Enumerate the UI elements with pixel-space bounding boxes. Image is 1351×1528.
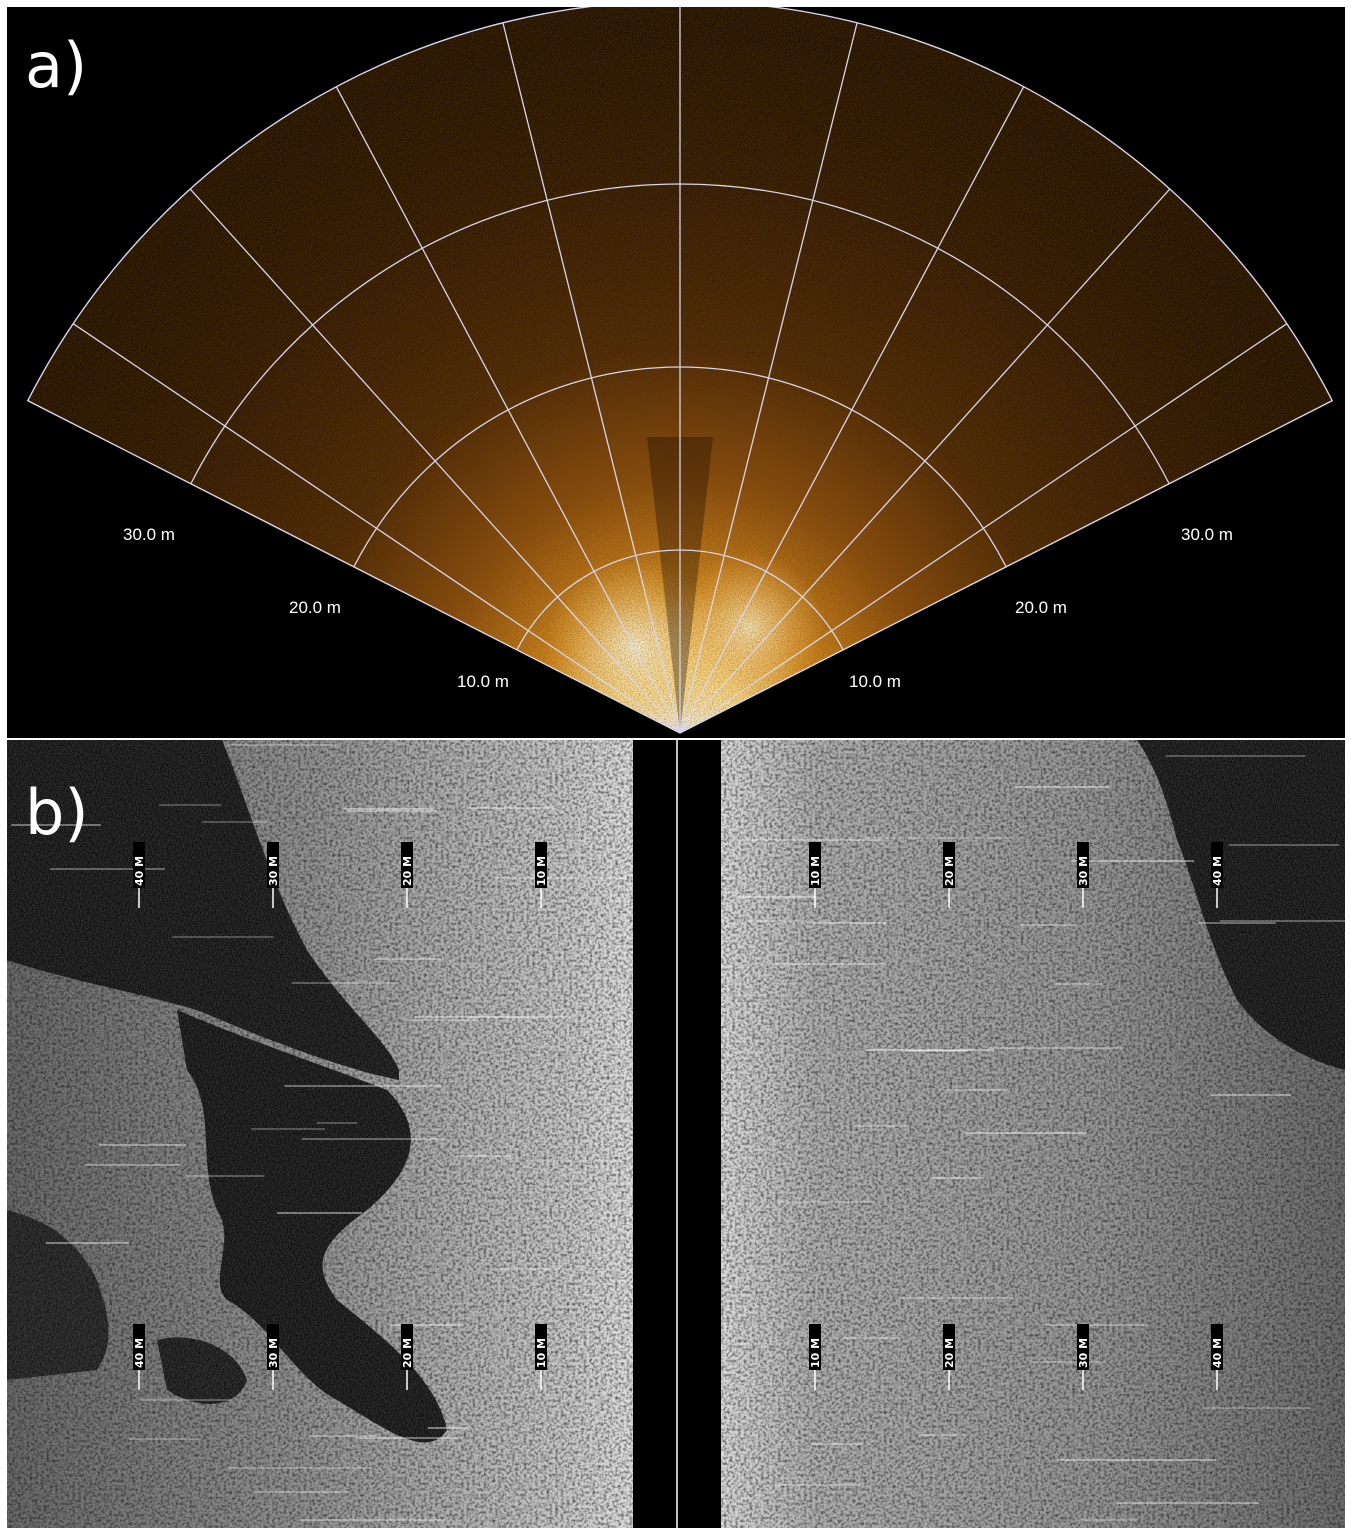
panel-label-b: b) [25,776,89,849]
port-side-image [7,740,633,1528]
range-marker-label: 40 M [133,856,146,886]
bearing-line [679,86,1025,734]
range-marker-label: 10 M [809,1338,822,1368]
range-marker-label: 20 M [943,856,956,886]
scan-line-artifacts [11,744,1345,1521]
range-bearing-grid [26,7,1334,734]
side-scan-panel: 10 M 20 M 30 M 40 M 10 M 20 M 30 M 40 M 10 M 20 M… [7,740,1345,1528]
range-label-r: 20.0 m [1015,598,1067,617]
range-marker: 10 M [535,842,548,908]
bearing-line [335,86,681,734]
range-label-r: 30.0 m [1181,525,1233,544]
range-marker: 30 M [1077,842,1090,908]
range-marker: 20 M [401,842,414,908]
range-marker-label: 10 M [535,1338,548,1368]
range-marker-label: 30 M [1077,1338,1090,1368]
range-marker-label: 30 M [267,856,280,886]
range-marker: 40 M [133,1324,146,1390]
range-marker-label: 30 M [267,1338,280,1368]
range-marker: 40 M [133,842,146,908]
sonar-fan-panel: 10.0 m 10.0 m 20.0 m 20.0 m 30.0 m 30.0 m a) [7,7,1345,738]
range-label-l: 20.0 m [289,598,341,617]
range-marker: 10 M [809,1324,822,1390]
range-marker: 30 M [267,842,280,908]
range-marker: 10 M [809,842,822,908]
range-label-r: 10.0 m [849,672,901,691]
panel-label-a: a) [25,29,88,102]
range-marker-label: 40 M [1211,856,1224,886]
range-marker: 30 M [1077,1324,1090,1390]
bearing-line [72,323,681,734]
fan-outline [26,7,1334,734]
bearing-line [679,188,1171,734]
range-marker: 20 M [401,1324,414,1390]
range-marker-label: 10 M [535,856,548,886]
bearing-line [679,22,858,734]
range-marker-label: 40 M [1211,1338,1224,1368]
range-label-l: 30.0 m [123,525,175,544]
range-marker: 20 M [943,1324,956,1390]
sonar-fan-image: 10.0 m 10.0 m 20.0 m 20.0 m 30.0 m 30.0 m [26,7,1334,734]
range-marker-label: 40 M [133,1338,146,1368]
range-marker: 40 M [1211,842,1224,908]
range-marker: 20 M [943,842,956,908]
range-marker: 10 M [535,1324,548,1390]
range-marker-label: 10 M [809,856,822,886]
range-marker: 40 M [1211,1324,1224,1390]
range-marker-label: 20 M [401,1338,414,1368]
range-marker-label: 20 M [401,856,414,886]
range-marker: 30 M [267,1324,280,1390]
bearing-line [679,323,1288,734]
range-marker-label: 30 M [1077,856,1090,886]
range-label-l: 10.0 m [457,672,509,691]
bearing-line [502,22,681,734]
side-scan-image: 10 M 20 M 30 M 40 M 10 M 20 M 30 M 40 M 10 M 20 M… [7,740,1345,1528]
range-marker-label: 20 M [943,1338,956,1368]
bearing-line [189,188,681,734]
starboard-side-image [721,740,1345,1528]
